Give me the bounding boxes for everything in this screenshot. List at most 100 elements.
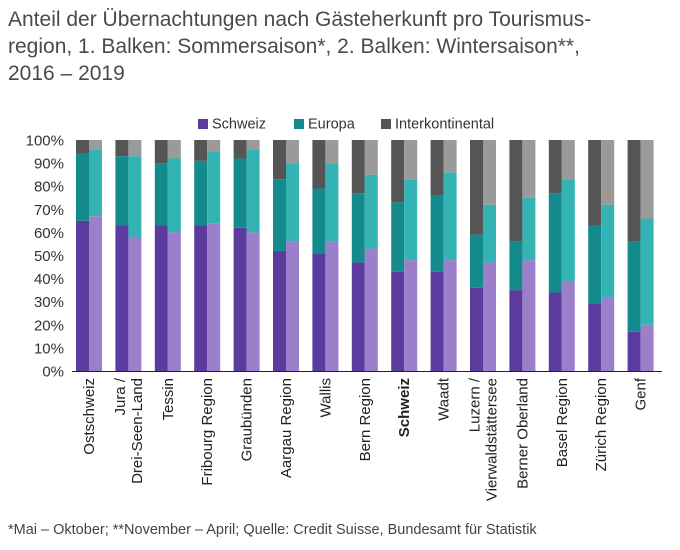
bar-summer-schweiz — [588, 304, 602, 371]
bar-winter-schweiz — [640, 324, 654, 371]
chart-title: Anteil der Übernachtungen nach Gästeherk… — [8, 6, 674, 87]
bar-summer-schweiz — [273, 250, 286, 371]
bar-winter-schweiz — [404, 260, 418, 371]
bar-summer-interkontinental — [233, 140, 247, 159]
y-tick-label: 60% — [34, 225, 64, 242]
bar-summer-europa — [548, 193, 562, 293]
bar-winter-europa — [443, 172, 457, 261]
legend-swatch-europa — [294, 119, 304, 129]
bar-summer-schweiz — [194, 225, 208, 371]
y-tick-label: 20% — [34, 317, 64, 334]
x-tick-label: Jura / — [112, 377, 129, 415]
bar-summer-interkontinental — [115, 140, 129, 157]
bar-winter-europa — [601, 204, 615, 298]
bar-winter-schweiz — [483, 262, 496, 371]
bar-winter-europa — [364, 174, 378, 249]
bar-winter-interkontinental — [601, 140, 615, 205]
bar-winter-schweiz — [325, 241, 339, 371]
bar-winter-europa — [404, 179, 418, 261]
y-tick-label: 90% — [34, 156, 64, 173]
y-tick-label: 10% — [34, 340, 64, 357]
stacked-bar-chart: Schweiz Europa Interkontinental 0% 10% 20% 30%… — [26, 117, 662, 501]
bar-summer-europa — [470, 234, 483, 288]
bar-winter-schweiz — [128, 237, 142, 371]
y-tick-label: 30% — [34, 294, 64, 311]
x-tick-label: Graubünden — [239, 378, 256, 461]
chart-title-line-3: 2016 – 2019 — [8, 62, 125, 85]
bar-summer-interkontinental — [470, 140, 483, 235]
bar-summer-interkontinental — [588, 140, 602, 226]
bar-summer-interkontinental — [76, 140, 89, 154]
bar-summer-schweiz — [548, 292, 562, 371]
bar-winter-europa — [89, 149, 102, 217]
x-tick-label: Bern Region — [357, 378, 374, 461]
bar-winter-interkontinental — [483, 140, 496, 205]
bar-winter-interkontinental — [364, 140, 378, 175]
bar-summer-europa — [509, 241, 523, 291]
bar-summer-europa — [76, 153, 89, 221]
y-tick-label: 0% — [42, 364, 64, 381]
bar-winter-interkontinental — [561, 140, 575, 180]
bar-summer-interkontinental — [548, 140, 562, 194]
bar-summer-europa — [115, 156, 129, 226]
x-tick-label: Basel Region — [554, 378, 571, 467]
bar-summer-europa — [273, 179, 286, 251]
bar-winter-interkontinental — [404, 140, 418, 180]
bar-summer-schweiz — [430, 271, 444, 371]
bar-winter-interkontinental — [89, 140, 102, 150]
bar-summer-interkontinental — [154, 140, 168, 164]
legend-label-schweiz: Schweiz — [212, 117, 266, 133]
bar-winter-interkontinental — [443, 140, 457, 173]
bar-winter-interkontinental — [286, 140, 299, 164]
bar-summer-europa — [351, 193, 365, 263]
x-tick-label: Aargau Region — [278, 378, 295, 478]
y-tick-label: 50% — [34, 248, 64, 265]
bar-winter-schweiz — [443, 260, 457, 371]
bar-winter-schweiz — [522, 260, 536, 371]
bar-summer-schweiz — [154, 225, 168, 371]
bar-winter-europa — [483, 204, 496, 263]
legend-label-interkontinental: Interkontinental — [395, 117, 494, 133]
y-tick-label: 80% — [34, 179, 64, 196]
bar-summer-schweiz — [470, 287, 483, 371]
bar-winter-interkontinental — [325, 140, 339, 164]
bar-summer-schweiz — [115, 225, 129, 371]
bar-summer-europa — [312, 188, 326, 254]
bar-winter-schweiz — [601, 297, 615, 371]
bar-winter-schweiz — [286, 241, 299, 371]
bar-summer-interkontinental — [273, 140, 286, 180]
bar-winter-europa — [325, 163, 339, 242]
bar-summer-schweiz — [312, 253, 326, 371]
y-tick-label: 100% — [26, 133, 64, 150]
bar-winter-schweiz — [89, 216, 102, 371]
bar-summer-interkontinental — [351, 140, 365, 194]
bar-winter-schweiz — [207, 223, 221, 371]
x-tick-label: Waadt — [436, 377, 453, 421]
bar-winter-schweiz — [246, 232, 260, 371]
bar-summer-interkontinental — [312, 140, 326, 189]
legend-swatch-schweiz — [198, 119, 208, 129]
chart-title-line-2: region, 1. Balken: Sommersaison*, 2. Bal… — [8, 35, 580, 58]
bar-summer-europa — [391, 202, 405, 272]
bar-summer-interkontinental — [509, 140, 523, 242]
bar-summer-interkontinental — [194, 140, 208, 161]
y-tick-label: 70% — [34, 202, 64, 219]
y-tick-label: 40% — [34, 271, 64, 288]
x-tick-label: Genf — [633, 377, 650, 410]
bar-winter-europa — [286, 163, 299, 242]
bar-summer-interkontinental — [430, 140, 444, 196]
bar-winter-europa — [246, 149, 260, 233]
x-tick-label: Zürich Region — [593, 378, 610, 471]
bar-winter-interkontinental — [128, 140, 142, 157]
bar-winter-europa — [561, 179, 575, 281]
x-tick-label: Luzern / — [467, 377, 484, 432]
bar-summer-schweiz — [351, 262, 365, 371]
bar-summer-schweiz — [627, 331, 641, 371]
bar-winter-schweiz — [364, 248, 378, 371]
x-tick-label: Fribourg Region — [199, 378, 216, 486]
bar-winter-europa — [640, 218, 654, 325]
x-tick-label: Vierwaldstättersee — [484, 378, 501, 501]
bar-summer-schweiz — [233, 227, 247, 371]
bar-winter-schweiz — [167, 232, 181, 371]
footnote: *Mai – Oktober; **November – April; Quel… — [8, 522, 537, 538]
